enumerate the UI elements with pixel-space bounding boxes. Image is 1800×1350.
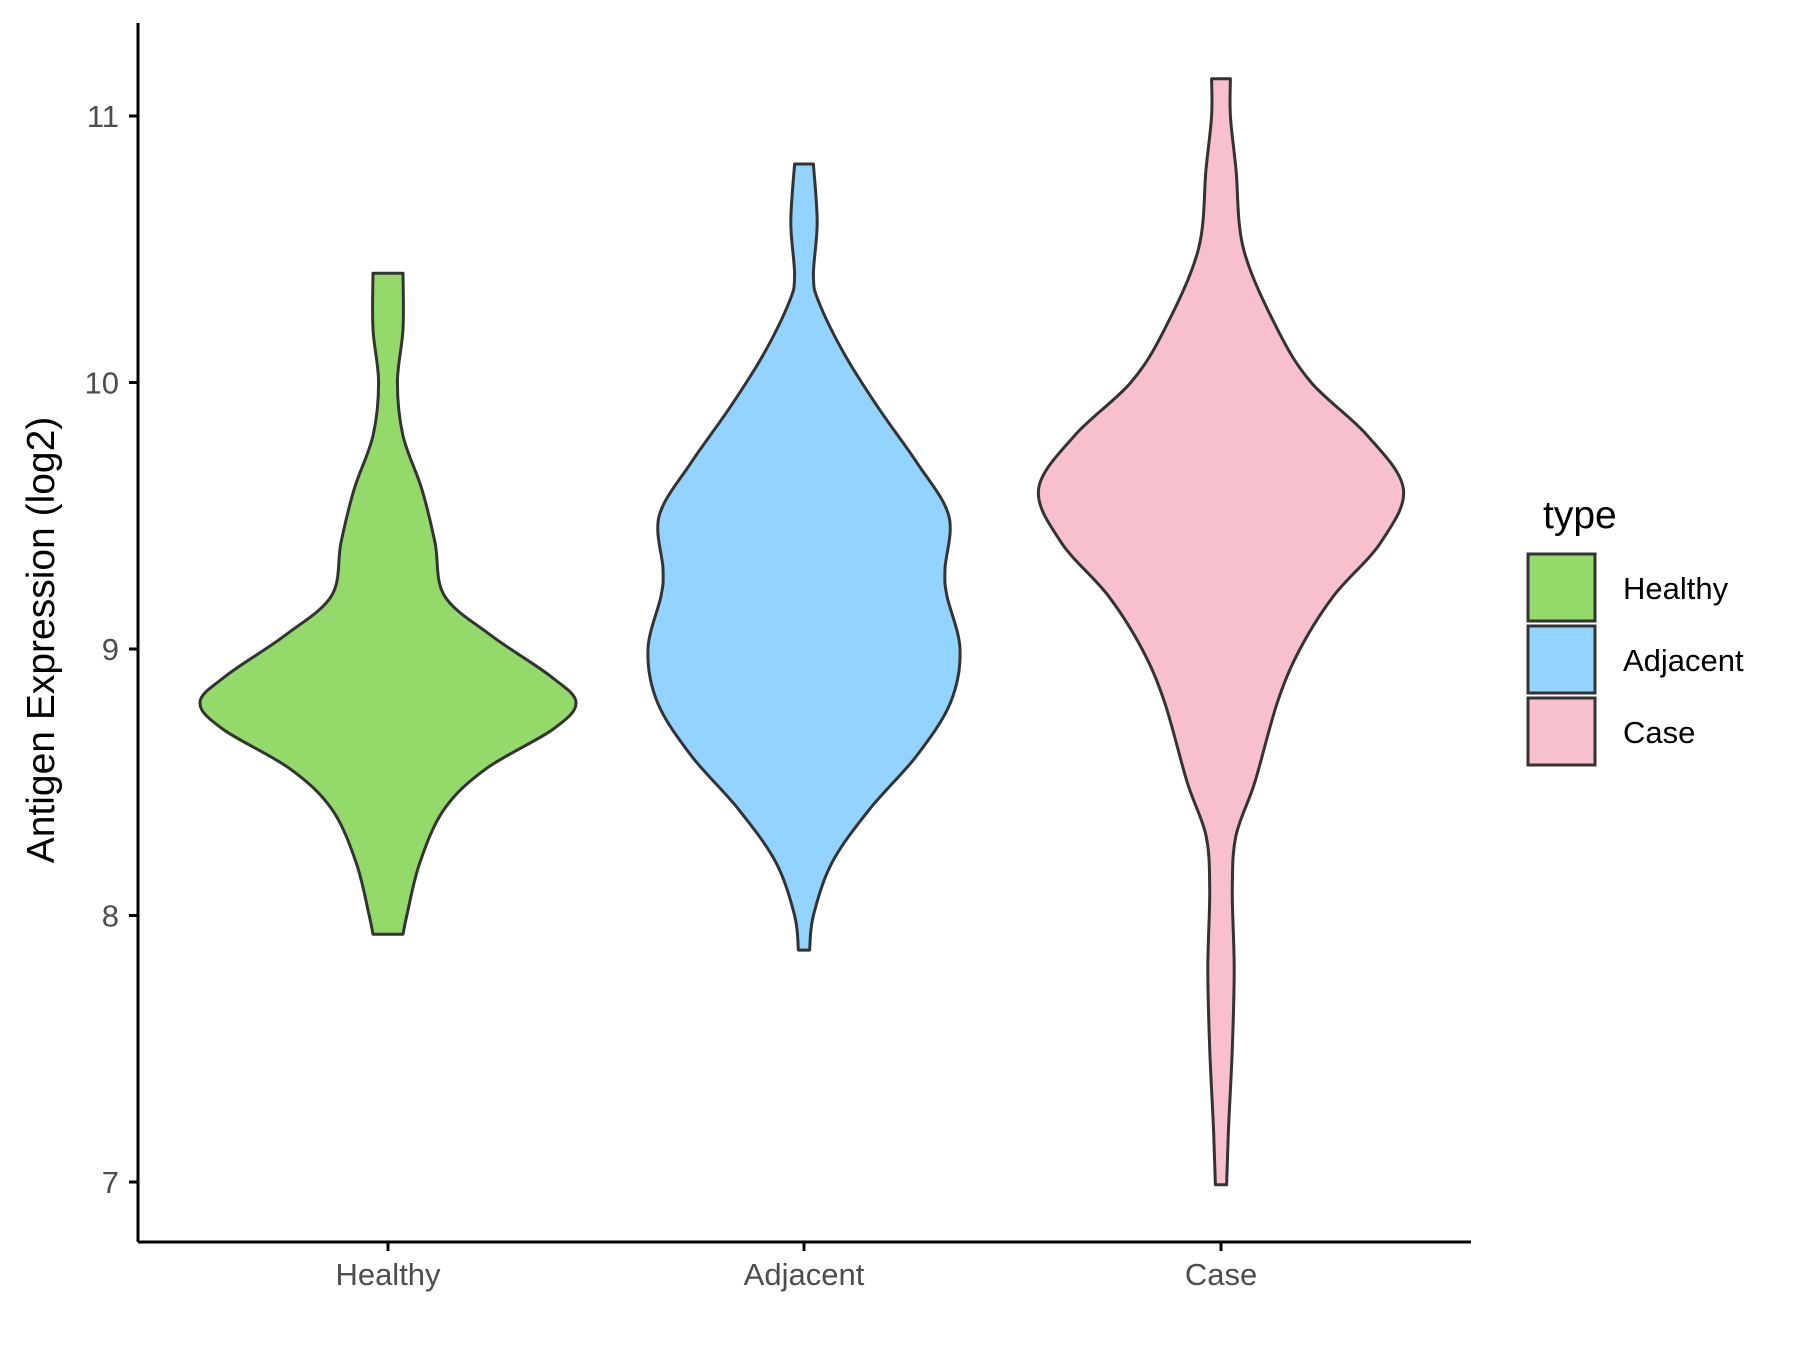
x-ticks: Healthy Adjacent Case (335, 1242, 1257, 1292)
x-tick-label: Healthy (335, 1257, 441, 1292)
violin-layer (198, 77, 1406, 1187)
y-tick-label: 11 (87, 99, 119, 134)
legend-title: type (1543, 494, 1617, 537)
x-tick-label: Adjacent (744, 1257, 865, 1292)
legend: Healthy Adjacent Case (1526, 552, 1744, 767)
legend-swatch-adjacent (1526, 624, 1597, 695)
violin-case (1036, 77, 1406, 1187)
legend-label-healthy: Healthy (1623, 571, 1729, 606)
legend-label-adjacent: Adjacent (1623, 643, 1744, 678)
x-tick-label: Case (1185, 1257, 1257, 1292)
y-tick-label: 10 (85, 366, 119, 401)
legend-swatch-healthy (1526, 552, 1597, 623)
violin-adjacent (646, 162, 962, 952)
y-tick-label: 7 (102, 1165, 119, 1200)
violin-healthy (198, 271, 578, 936)
legend-swatch-case (1526, 696, 1597, 767)
y-ticks: 7 8 9 10 11 (85, 99, 138, 1200)
y-tick-label: 9 (102, 632, 119, 667)
y-tick-label: 8 (102, 899, 119, 934)
legend-label-case: Case (1623, 715, 1695, 750)
y-axis-title: Antigen Expression (log2) (20, 417, 63, 864)
